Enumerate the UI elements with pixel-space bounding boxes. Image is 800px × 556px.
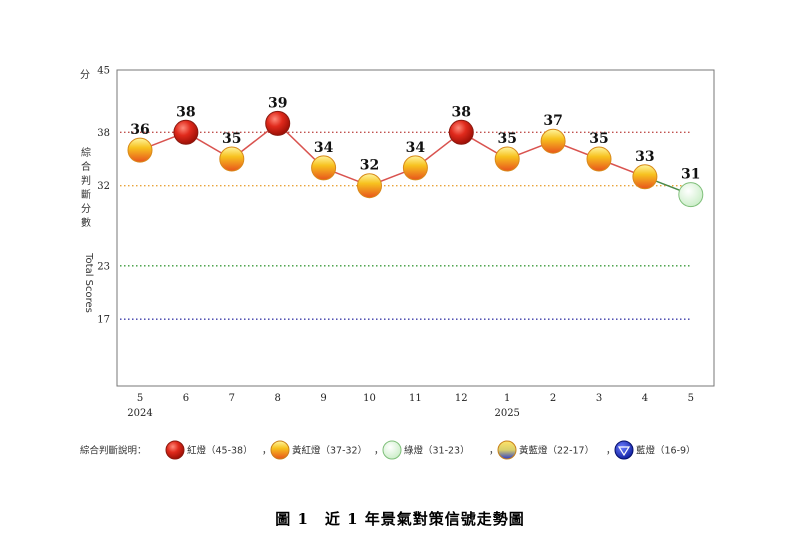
data-label: 35 — [497, 131, 516, 147]
signal-marker-yellow-red — [632, 164, 658, 190]
x-year-label: 2025 — [494, 408, 519, 419]
signal-marker-red — [173, 119, 199, 145]
data-label: 39 — [268, 95, 287, 111]
y-axis-label-char: 合 — [81, 160, 91, 173]
signal-marker-yellow-red — [357, 173, 382, 199]
signal-marker-yellow-red — [219, 146, 245, 172]
legend-marker-yellow-blue — [497, 440, 517, 460]
data-label: 35 — [222, 131, 241, 147]
legend-label: 紅燈（45-38） — [187, 445, 253, 457]
y-axis-label-char: 分 — [81, 203, 91, 215]
data-label: 37 — [543, 113, 562, 129]
y-tick-label: 38 — [97, 128, 110, 139]
legend-marker-green — [382, 440, 402, 460]
figure-caption: 圖 1 近 1 年景氣對策信號走勢圖 — [275, 510, 525, 528]
legend-marker-blue-triangle — [617, 446, 631, 457]
legend-separator: ， — [262, 446, 272, 457]
data-label: 36 — [130, 122, 149, 138]
x-tick-label: 4 — [642, 393, 648, 404]
signal-marker-yellow-red — [586, 146, 612, 172]
y-tick-label: 17 — [97, 315, 110, 326]
signal-marker-red — [448, 119, 474, 145]
legend-label: 藍燈（16-9） — [636, 445, 696, 457]
y-unit-label: 分 — [80, 69, 90, 81]
legend-marker-blue — [614, 440, 634, 460]
data-label: 35 — [589, 131, 608, 147]
legend-separator: ， — [606, 446, 616, 457]
y-tick-label: 45 — [97, 66, 110, 77]
data-label: 34 — [314, 140, 334, 156]
legend-marker-yellow-red — [270, 440, 290, 460]
x-tick-label: 6 — [183, 393, 189, 404]
signal-marker-yellow-red — [494, 146, 520, 172]
x-tick-label: 2 — [550, 393, 556, 404]
data-label: 32 — [360, 158, 379, 174]
x-tick-label: 12 — [455, 393, 468, 404]
x-tick-label: 8 — [275, 393, 281, 404]
y-axis-label-char: 判 — [81, 175, 91, 187]
legend-separator: ， — [489, 446, 499, 457]
threshold-lines — [120, 131, 692, 320]
x-tick-label: 5 — [688, 393, 694, 404]
signal-markers — [127, 110, 704, 208]
legend-separator: ， — [374, 446, 384, 457]
legend-marker-red — [165, 440, 185, 460]
y-axis-label-char: 斷 — [81, 188, 91, 201]
y-tick-labels: 45 38 32 23 17 — [97, 66, 110, 326]
x-tick-label: 3 — [596, 393, 602, 404]
signal-marker-yellow-red — [402, 155, 428, 181]
y-axis-label-char: 數 — [81, 216, 91, 229]
legend: 綜合判斷說明： 紅燈（45-38） ， 黃紅燈（37-32） ， 綠燈（31-23） ， 黃藍… — [80, 440, 696, 460]
x-tick-label: 10 — [363, 393, 376, 404]
legend-label: 黃藍燈（22-17） — [519, 445, 594, 457]
data-label: 38 — [176, 104, 195, 120]
signal-marker-red — [265, 110, 291, 136]
x-tick-label: 11 — [409, 393, 422, 404]
x-tick-label: 1 — [504, 393, 510, 404]
signal-marker-yellow-red — [127, 137, 153, 163]
data-label: 34 — [406, 140, 426, 156]
y-tick-label: 23 — [97, 261, 110, 272]
data-label: 33 — [635, 149, 654, 165]
signal-marker-green — [678, 182, 704, 208]
signal-marker-yellow-red — [311, 155, 337, 181]
x-tick-label: 9 — [320, 393, 326, 404]
legend-label: 綠燈（31-23） — [404, 445, 470, 457]
signal-marker-yellow-red — [540, 128, 566, 154]
x-tick-label: 7 — [229, 393, 235, 404]
legend-label: 黃紅燈（37-32） — [292, 445, 367, 457]
data-label: 31 — [681, 167, 700, 183]
y-tick-label: 32 — [97, 181, 110, 192]
y-axis-label-en: Total Scores — [83, 252, 94, 313]
data-label: 38 — [452, 104, 471, 120]
data-labels: 36 38 35 39 34 32 34 38 35 37 35 33 31 — [130, 95, 700, 182]
plot-area — [116, 69, 715, 387]
x-tick-label: 5 — [137, 393, 143, 404]
y-axis-label-char: 綜 — [81, 146, 91, 159]
legend-title: 綜合判斷說明： — [80, 445, 147, 457]
x-year-label: 2024 — [127, 408, 152, 419]
